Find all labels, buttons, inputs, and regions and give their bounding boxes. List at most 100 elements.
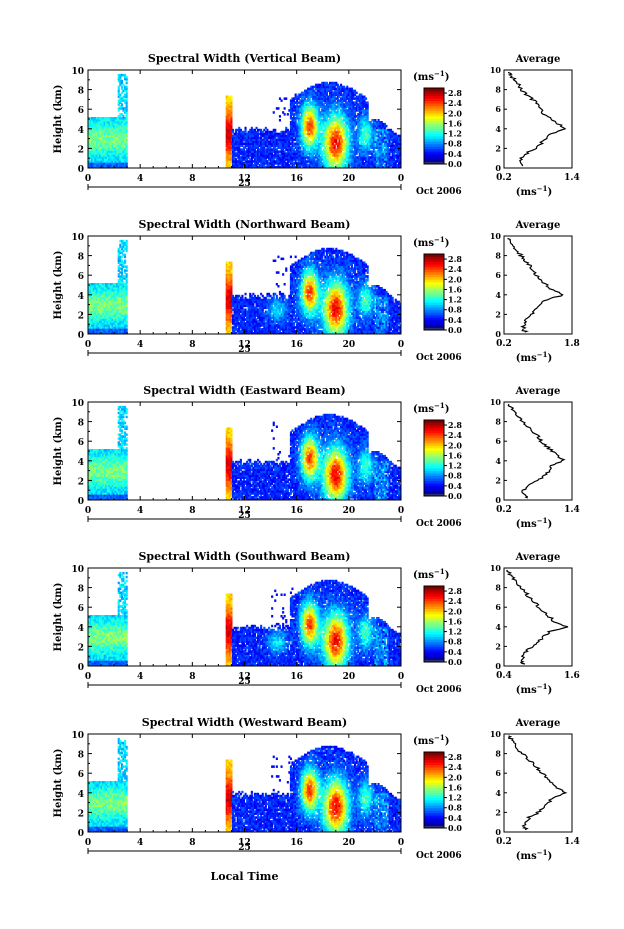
heatmap-cell (264, 138, 267, 142)
heatmap-cell (285, 152, 288, 155)
heatmap-cell (91, 136, 94, 140)
heatmap-cell (91, 132, 94, 136)
heatmap-cell (109, 158, 112, 161)
heatmap-cell (89, 152, 92, 155)
heatmap-cell (249, 146, 252, 149)
heatmap-cell (117, 130, 120, 134)
heatmap-cell (95, 148, 98, 151)
heatmap-cell (119, 156, 122, 159)
heatmap-cell (266, 156, 269, 159)
heatmap-cell (250, 164, 253, 167)
heatmap-cell (293, 158, 296, 161)
heatmap-cell (283, 146, 286, 149)
heatmap-cell (228, 119, 231, 122)
heatmap-cell (232, 142, 235, 145)
heatmap-cell (296, 107, 299, 110)
heatmap-cell (289, 103, 292, 106)
heatmap-cell (246, 134, 249, 138)
heatmap-cell (100, 124, 103, 128)
heatmap-cell (244, 152, 247, 155)
heatmap-cell (275, 134, 278, 138)
heatmap-cell (297, 156, 300, 159)
heatmap-cell (102, 158, 105, 161)
heatmap-cell (260, 160, 263, 163)
heatmap-cell (120, 166, 123, 169)
heatmap-cell (272, 132, 275, 136)
heatmap-cell (277, 136, 280, 140)
heatmap-cell (119, 130, 122, 134)
colorbar-swatch (424, 90, 444, 94)
heatmap-cell (288, 130, 291, 134)
heatmap-cell (105, 130, 108, 134)
heatmap-cell (105, 132, 108, 136)
heatmap-cell (227, 95, 230, 98)
heatmap-cell (296, 154, 299, 157)
heatmap-cell (261, 156, 264, 159)
heatmap-cell (264, 132, 267, 136)
heatmap-cell (271, 154, 274, 157)
colorbar-swatch (424, 141, 444, 145)
heatmap-cell (120, 107, 123, 110)
heatmap-cell (249, 164, 252, 167)
heatmap-cell (120, 164, 123, 167)
heatmap-cell (117, 150, 120, 153)
heatmap-cell (244, 160, 247, 163)
colorbar-unit: (ms−1) (413, 69, 449, 84)
heatmap-cell (261, 142, 264, 145)
heatmap-cell (268, 142, 271, 145)
heatmap-cell (122, 107, 125, 110)
heatmap-cell (263, 156, 266, 159)
heatmap-cell (255, 164, 258, 167)
heatmap-cell (289, 150, 292, 153)
heatmap-cell (92, 142, 95, 145)
heatmap-cell (108, 136, 111, 140)
heatmap-cell (88, 126, 91, 130)
heatmap-cell (111, 138, 114, 142)
heatmap-cell (113, 124, 116, 128)
heatmap-cell (94, 122, 97, 126)
heatmap-cell (227, 128, 230, 132)
heatmap-cell (94, 126, 97, 130)
heatmap-cell (230, 105, 233, 108)
heatmap-cell (291, 124, 294, 128)
heatmap-cell (111, 166, 114, 169)
heatmap-cell (266, 166, 269, 169)
heatmap-cell (294, 166, 297, 169)
heatmap-cell (286, 166, 289, 169)
heatmap-cell (274, 138, 277, 142)
heatmap-cell (241, 154, 244, 157)
heatmap-cell (244, 154, 247, 157)
heatmap-cell (102, 154, 105, 157)
heatmap-cell (103, 146, 106, 149)
heatmap-cell (302, 152, 305, 155)
heatmap-cell (236, 144, 239, 147)
heatmap-cell (283, 97, 286, 100)
heatmap-cell (94, 134, 97, 138)
heatmap-cell (99, 117, 102, 120)
heatmap-cell (238, 158, 241, 161)
heatmap-cell (100, 134, 103, 138)
heatmap-cell (241, 152, 244, 155)
heatmap-cell (297, 97, 300, 100)
heatmap-cell (297, 132, 300, 136)
heatmap-cell (89, 136, 92, 140)
colorbar-swatch (424, 133, 444, 137)
heatmap-cell (296, 130, 299, 134)
heatmap-cell (230, 117, 233, 120)
heatmap-cell (253, 146, 256, 149)
heatmap-cell (253, 134, 256, 138)
heatmap-cell (94, 140, 97, 144)
heatmap-cell (291, 158, 294, 161)
heatmap-cell (108, 152, 111, 155)
heatmap-cell (227, 146, 230, 149)
heatmap-cell (92, 146, 95, 149)
heatmap-cell (269, 160, 272, 163)
heatmap-cell (297, 105, 300, 108)
heatmap-cell (300, 101, 303, 104)
heatmap-cell (120, 144, 123, 147)
heatmap-cell (274, 150, 277, 153)
heatmap-cell (277, 156, 280, 159)
heatmap-cell (91, 138, 94, 142)
heatmap-cell (233, 154, 236, 157)
heatmap-cell (120, 152, 123, 155)
